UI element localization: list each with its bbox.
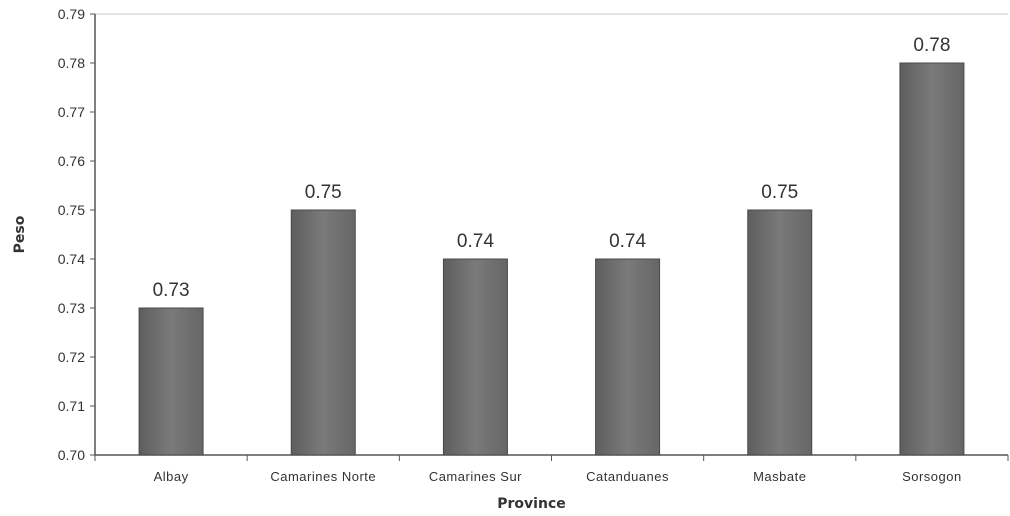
data-label: 0.75 <box>761 182 798 203</box>
data-label: 0.74 <box>609 231 646 252</box>
x-tick-label: Masbate <box>753 469 806 484</box>
bar <box>595 258 661 456</box>
x-tick-label: Camarines Sur <box>429 469 522 484</box>
y-tick-label: 0.79 <box>58 6 85 22</box>
bar <box>290 209 356 456</box>
y-tick-label: 0.71 <box>58 398 85 414</box>
y-tick-label: 0.72 <box>58 349 85 365</box>
y-axis-title: Peso <box>12 215 28 253</box>
bar <box>747 209 813 456</box>
y-tick-label: 0.74 <box>58 251 85 267</box>
y-tick-label: 0.76 <box>58 153 85 169</box>
y-tick-label: 0.77 <box>58 104 85 120</box>
bar <box>138 307 204 456</box>
y-tick-label: 0.73 <box>58 300 85 316</box>
bar <box>442 258 508 456</box>
x-tick-label: Camarines Norte <box>270 469 376 484</box>
axes: 0.70 0.71 0.72 0.73 0.74 0.75 0.76 0.77 0.78 0.79 <box>58 6 1009 463</box>
x-tick-label: Albay <box>154 469 189 484</box>
bar <box>899 62 965 456</box>
x-axis-title: Province <box>497 496 565 512</box>
y-tick-label: 0.78 <box>58 55 85 71</box>
y-tick-label: 0.70 <box>58 447 85 463</box>
data-label: 0.78 <box>913 35 950 56</box>
data-label: 0.73 <box>153 280 190 301</box>
x-tick-label: Sorsogon <box>902 469 962 484</box>
data-label: 0.75 <box>305 182 342 203</box>
bars <box>138 62 965 456</box>
y-tick-label: 0.75 <box>58 202 85 218</box>
data-label: 0.74 <box>457 231 494 252</box>
x-tick-label: Catanduanes <box>586 469 669 484</box>
labels: 0.73 Albay 0.75 Camarines Norte 0.74 Camarine… <box>153 35 962 484</box>
